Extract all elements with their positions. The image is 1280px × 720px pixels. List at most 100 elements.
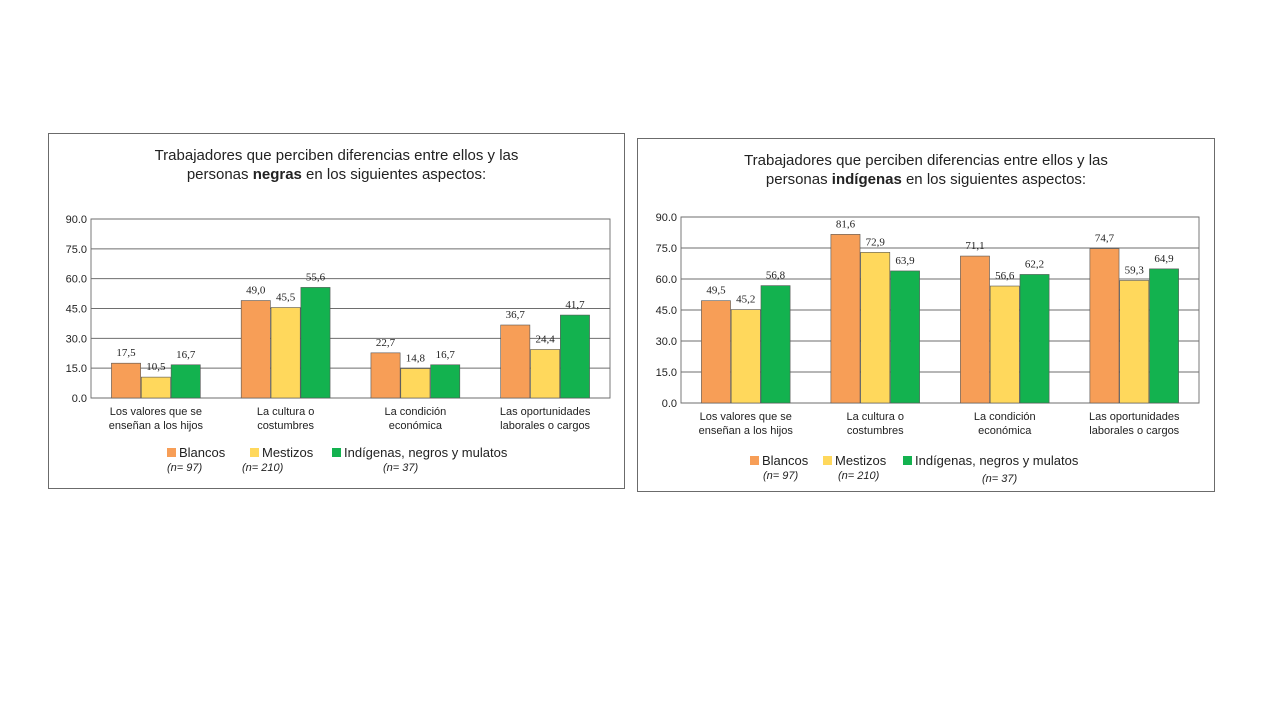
legend-swatch-mestizos [250,448,259,457]
y-tick-label: 45.0 [656,305,677,317]
y-tick-label: 45.0 [66,304,87,316]
x-category-label: enseñan a los hijos [699,425,794,437]
bar-indigenas [760,285,791,404]
data-label: 10,5 [146,361,166,373]
chart-title-line1: Trabajadores que perciben diferencias en… [744,152,1108,169]
y-tick-label: 90.0 [656,212,677,224]
legend-item-mestizos: Mestizos [823,453,886,468]
data-label: 24,4 [536,333,556,345]
bar-mestizos [270,307,301,399]
chart-title: Trabajadores que perciben diferencias en… [638,151,1214,189]
data-label: 72,9 [866,236,886,248]
data-label: 55,6 [306,271,326,283]
x-category-label: costumbres [257,420,314,432]
bar-indigenas [430,364,461,399]
bar-blancos [1089,248,1120,404]
data-label: 14,8 [406,353,426,365]
chart-panel-negras: Trabajadores que perciben diferencias en… [48,133,625,489]
x-category-label: La cultura o [257,406,314,418]
data-label: 74,7 [1095,233,1115,245]
data-label: 63,9 [895,255,915,267]
bar-blancos [960,255,990,404]
data-label: 16,7 [176,349,196,361]
y-tick-label: 75.0 [66,244,87,256]
chart-panel-indigenas: Trabajadores que perciben diferencias en… [637,138,1215,492]
bar-mestizos [400,368,431,399]
bar-mestizos [860,252,891,404]
y-tick-label: 0.0 [662,398,677,410]
x-category-label: La cultura o [847,411,904,423]
x-category-label: Las oportunidades [500,406,591,418]
x-category-label: costumbres [847,425,904,437]
bar-indigenas [170,364,201,399]
legend-item-indigenas: Indígenas, negros y mulatos [903,453,1078,468]
legend-item-blancos: Blancos [167,445,225,460]
data-label: 45,5 [276,292,296,304]
bar-mestizos [140,376,171,399]
x-category-label: La condición [974,411,1036,423]
chart-title-line2: personas negras en los siguientes aspect… [186,166,487,183]
y-tick-label: 15.0 [66,363,87,375]
data-label: 71,1 [965,240,984,252]
data-label: 81,6 [836,218,856,230]
bar-mestizos [989,285,1020,404]
legend-n-indigenas: (n= 37) [982,473,1018,485]
x-category-label: económica [978,425,1032,437]
y-tick-label: 90.0 [66,214,87,226]
bar-blancos [701,300,731,404]
chart-title-line2: personas indígenas en los siguientes asp… [765,171,1087,188]
x-category-label: económica [389,420,443,432]
legend-n-indigenas: (n= 37) [383,462,419,474]
y-tick-label: 0.0 [72,393,87,405]
bar-chart-negras: 0.0 15.0 30.0 45.0 60.0 75.0 90.0 17,5 10,5 16,7 L… [66,214,611,432]
y-tick-label: 60.0 [656,274,677,286]
data-label: 17,5 [116,347,136,359]
bar-blancos [240,300,271,399]
x-category-label: Los valores que se [700,411,792,423]
y-tick-label: 60.0 [66,274,87,286]
legend-swatch-indigenas [332,448,341,457]
data-label: 62,2 [1025,258,1044,270]
legend-item-mestizos: Mestizos [250,445,313,460]
x-category-label: laborales o cargos [500,420,590,432]
bar-indigenas [1149,268,1179,404]
bar-indigenas [300,287,331,399]
legend-swatch-blancos [750,456,759,465]
data-label: 64,9 [1154,253,1174,265]
x-category-label: La condición [384,406,446,418]
data-label: 41,7 [565,299,585,311]
data-label: 56,6 [995,270,1015,282]
data-label: 45,2 [736,294,755,306]
legend-n-mestizos: (n= 210) [242,462,284,474]
legend-swatch-blancos [167,448,176,457]
x-category-label: Los valores que se [110,406,202,418]
legend-item-indigenas: Indígenas, negros y mulatos [332,445,507,460]
data-label: 49,5 [706,285,726,297]
y-tick-label: 15.0 [656,367,677,379]
data-label: 22,7 [376,337,396,349]
y-tick-label: 30.0 [66,333,87,345]
x-category-label: laborales o cargos [1089,425,1179,437]
chart-legend: Blancos Mestizos Indígenas, negros y mul… [638,453,1216,493]
bar-mestizos [1119,280,1150,404]
legend-n-blancos: (n= 97) [167,462,203,474]
bar-blancos [370,352,401,399]
bar-mestizos [730,309,761,404]
bar-mestizos [530,349,561,399]
data-label: 16,7 [436,349,456,361]
bar-blancos [111,362,141,399]
bar-blancos [500,324,531,399]
legend-item-blancos: Blancos [750,453,808,468]
x-category-label: enseñan a los hijos [109,420,204,432]
legend-n-mestizos: (n= 210) [838,470,880,482]
chart-legend: Blancos Mestizos Indígenas, negros y mul… [49,445,626,485]
data-label: 59,3 [1125,264,1145,276]
x-category-label: Las oportunidades [1089,411,1180,423]
y-tick-label: 75.0 [656,243,677,255]
data-label: 36,7 [506,309,526,321]
bar-indigenas [1019,274,1050,404]
chart-title: Trabajadores que perciben diferencias en… [49,146,624,184]
y-tick-label: 30.0 [656,336,677,348]
data-label: 56,8 [766,270,786,282]
legend-n-blancos: (n= 97) [763,470,799,482]
